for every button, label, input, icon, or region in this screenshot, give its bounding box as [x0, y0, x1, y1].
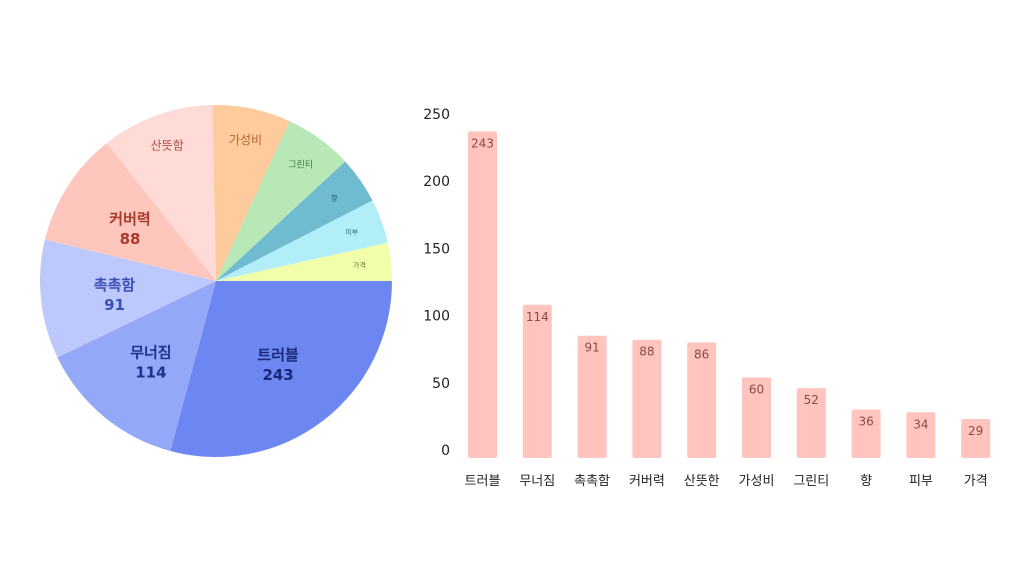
bar-3: [577, 335, 607, 458]
pie-value-3: 91: [104, 296, 125, 314]
pie-slice-9: [216, 200, 388, 281]
bar-chart: 0 50 100 150 200 250 243 트러블 114 무너짐 91 촉촉함 88 커버력 86 산…: [423, 107, 991, 489]
bar-value-label-9: 34: [913, 417, 928, 431]
x-tick-label-5: 산뜻한: [684, 474, 720, 489]
pie-label-2: 무너짐: [130, 344, 171, 362]
bar-8: [851, 409, 881, 458]
x-tick-label-9: 피부: [909, 474, 933, 489]
bar-value-label-5: 86: [694, 347, 709, 361]
bar-1: [468, 131, 497, 458]
pie-label-5: 산뜻함: [151, 138, 184, 152]
pie-slice-5: [106, 105, 216, 281]
x-tick-label-7: 그린티: [793, 474, 829, 489]
pie-value-4: 88: [120, 230, 141, 248]
pie-value-2: 114: [135, 364, 166, 382]
y-tick-label-5: 250: [423, 107, 450, 123]
pie-slice-3: [39, 239, 217, 358]
bar-value-label-1: 243: [471, 136, 494, 150]
x-tick-label-1: 트러블: [465, 474, 501, 489]
pie-label-7: 그린티: [288, 159, 313, 170]
pie-slice-4: [44, 142, 216, 281]
y-tick-label-2: 100: [423, 309, 450, 325]
x-tick-label-10: 가격: [964, 474, 988, 489]
x-tick-label-3: 촉촉함: [574, 474, 610, 489]
x-tick-label-8: 향: [860, 474, 872, 489]
pie-slice-6: [212, 105, 290, 282]
bar-value-label-6: 60: [749, 382, 764, 396]
bar-value-label-3: 91: [584, 341, 599, 355]
x-tick-label-4: 커버력: [629, 474, 665, 489]
y-tick-label-1: 50: [432, 376, 450, 392]
pie-label-3: 촉촉함: [94, 276, 136, 294]
pie-slice-7: [216, 121, 346, 281]
bar-9: [906, 412, 936, 458]
bar-2: [522, 304, 552, 458]
bar-value-label-4: 88: [639, 345, 654, 359]
bar-value-label-2: 114: [526, 310, 549, 324]
pie-label-6: 가성비: [229, 133, 262, 147]
bar-7: [796, 388, 826, 458]
bar-5: [687, 342, 717, 458]
x-tick-label-6: 가성비: [739, 474, 775, 489]
y-tick-label-4: 200: [423, 174, 450, 190]
y-tick-label-0: 0: [441, 443, 450, 459]
bar-10: [961, 419, 991, 458]
pie-label-1: 트러블: [257, 346, 299, 364]
pie-value-1: 243: [262, 366, 293, 384]
pie-label-8: 향: [331, 194, 338, 203]
bar-value-label-10: 29: [968, 424, 983, 438]
x-tick-label-2: 무너짐: [519, 474, 555, 489]
bar-4: [632, 339, 662, 458]
bar-value-label-7: 52: [804, 393, 819, 407]
bar-6: [742, 377, 771, 458]
bar-value-label-8: 36: [858, 415, 873, 429]
pie-label-4: 커버력: [109, 210, 150, 228]
pie-slice-8: [216, 161, 373, 281]
pie-slice-1: [170, 281, 392, 458]
pie-label-9: 피부: [345, 227, 358, 236]
pie-slice-2: [57, 281, 217, 451]
pie-label-10: 가격: [353, 261, 366, 270]
pie-slice-10: [216, 242, 392, 281]
y-tick-label-3: 150: [423, 241, 450, 257]
